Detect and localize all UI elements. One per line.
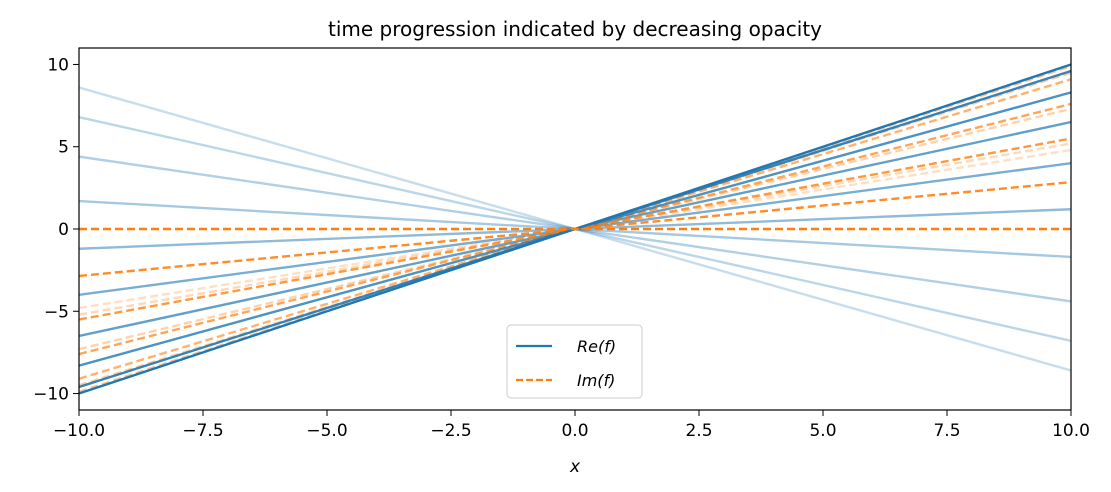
x-tick-label: −10.0 bbox=[53, 421, 105, 441]
y-tick-label: 0 bbox=[58, 220, 69, 240]
x-tick-label: −5.0 bbox=[306, 421, 347, 441]
x-tick-label: 5.0 bbox=[809, 421, 836, 441]
ticks-layer: −10.0 −7.5 −5.0 −2.5 0.0 2.5 5.0 7.5 10.0 −10 −5 0 5… bbox=[33, 55, 1090, 441]
x-tick-label: 2.5 bbox=[685, 421, 712, 441]
x-tick-label: 7.5 bbox=[933, 421, 960, 441]
y-tick-label: −10 bbox=[33, 385, 69, 405]
legend-box bbox=[506, 324, 643, 399]
x-axis-label: x bbox=[569, 457, 581, 477]
legend-label-re: Re(f) bbox=[577, 337, 616, 356]
chart-title: time progression indicated by decreasing… bbox=[328, 17, 822, 41]
legend: Re(f) Im(f) bbox=[506, 324, 643, 399]
x-tick-label: 10.0 bbox=[1052, 421, 1090, 441]
x-tick-label: −2.5 bbox=[430, 421, 471, 441]
legend-label-im: Im(f) bbox=[577, 371, 615, 390]
y-tick-label: 5 bbox=[58, 138, 69, 158]
y-tick-label: −5 bbox=[44, 302, 69, 322]
x-tick-label: −7.5 bbox=[182, 421, 223, 441]
y-tick-label: 10 bbox=[47, 55, 69, 75]
series-layer bbox=[79, 63, 1071, 395]
x-tick-label: 0.0 bbox=[561, 421, 588, 441]
